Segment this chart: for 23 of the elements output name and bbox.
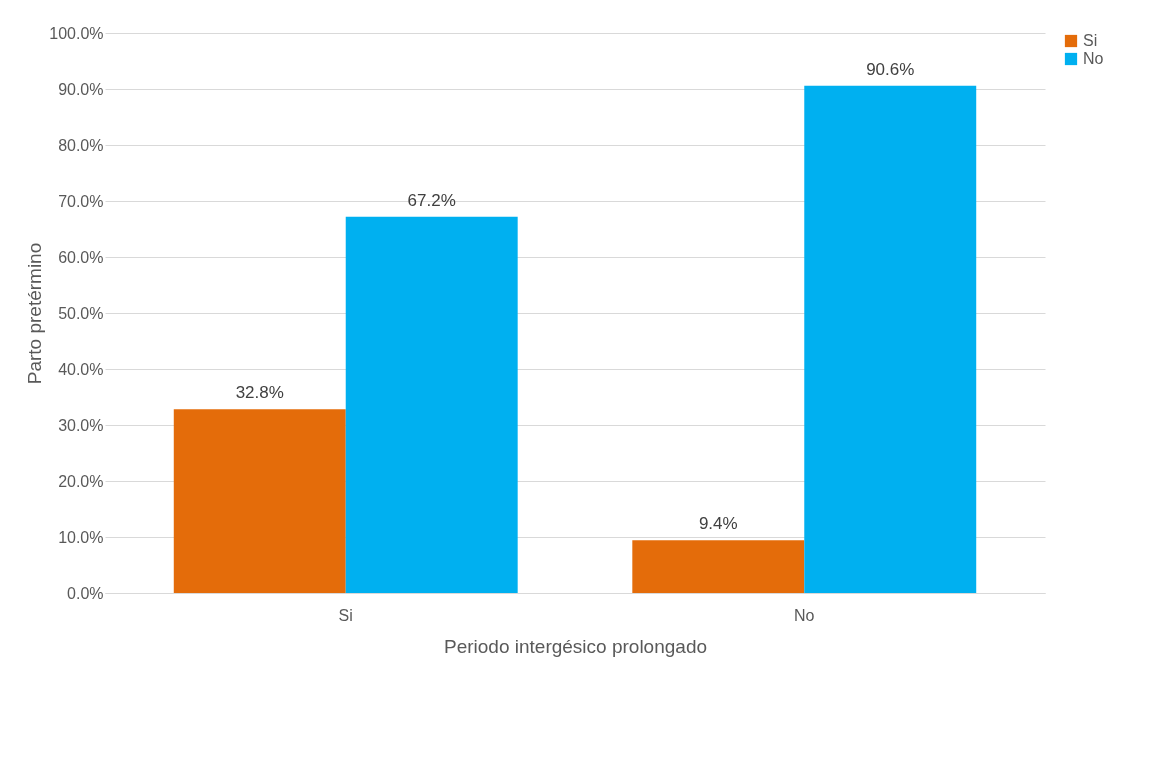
bar: [632, 540, 805, 593]
y-tick-label: 10.0%: [58, 528, 104, 546]
bar: [345, 216, 518, 593]
y-tick-label: 30.0%: [58, 416, 104, 434]
legend-label: Si: [1083, 32, 1098, 49]
y-axis-title: Parto pretérmino: [24, 242, 46, 385]
data-label: 90.6%: [866, 59, 915, 79]
data-label: 9.4%: [698, 514, 738, 534]
y-tick-label: 70.0%: [58, 192, 104, 210]
y-tick-label: 0.0%: [67, 584, 104, 602]
data-label: 32.8%: [235, 383, 284, 403]
data-label: 67.2%: [407, 190, 456, 210]
y-tick-label: 100.0%: [49, 24, 104, 42]
y-tick-label: 50.0%: [58, 304, 104, 322]
bar: [804, 85, 977, 593]
x-axis-title: Periodo intergésico prolongado: [443, 635, 708, 657]
y-tick-label: 90.0%: [58, 80, 104, 98]
bar: [173, 409, 346, 593]
y-tick-label: 20.0%: [58, 472, 104, 490]
y-tick-label: 80.0%: [58, 136, 104, 154]
y-tick-label: 40.0%: [58, 360, 104, 378]
y-tick-label: 60.0%: [58, 248, 104, 266]
legend-label: No: [1083, 50, 1104, 67]
